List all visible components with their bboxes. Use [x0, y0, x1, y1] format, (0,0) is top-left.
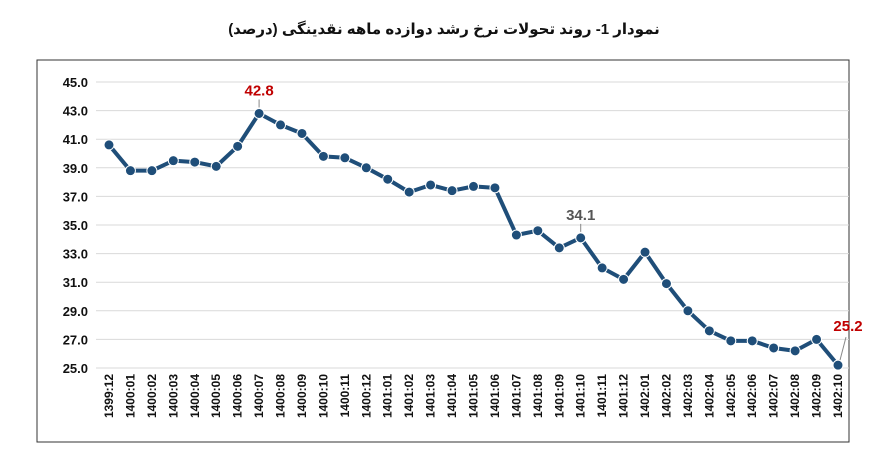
- x-tick-label: 1402:08: [788, 374, 802, 418]
- x-tick-label: 1400:01: [123, 374, 137, 418]
- data-point: [468, 180, 479, 192]
- annotation-leader: [839, 337, 847, 361]
- x-tick-label: 1401:05: [467, 374, 481, 418]
- x-tick-label: 1401:08: [531, 374, 545, 418]
- data-label: 34.1: [566, 207, 595, 224]
- data-point: [618, 273, 630, 285]
- data-point: [253, 107, 265, 119]
- x-tick-label: 1402:06: [745, 374, 759, 418]
- data-point: [446, 185, 458, 197]
- x-tick-label: 1402:02: [659, 374, 673, 418]
- data-point: [682, 305, 694, 317]
- x-tick-label: 1401:11: [595, 374, 609, 418]
- x-tick-label: 1399:12: [102, 374, 116, 418]
- data-point: [360, 162, 372, 174]
- x-tick-label: 1402:09: [810, 374, 824, 418]
- data-point: [296, 127, 308, 139]
- x-tick-label: 1400:12: [359, 374, 373, 418]
- y-tick-label: 39.0: [63, 161, 88, 176]
- data-point: [703, 325, 715, 337]
- data-point: [768, 342, 780, 354]
- data-point: [725, 335, 737, 347]
- x-tick-label: 1401:07: [509, 374, 523, 418]
- x-tick-label: 1402:04: [702, 374, 716, 418]
- data-point: [146, 165, 158, 177]
- data-label: 42.8: [244, 82, 273, 99]
- data-point: [575, 232, 587, 244]
- y-tick-label: 29.0: [63, 304, 88, 319]
- data-point: [403, 186, 415, 198]
- x-tick-label: 1402:10: [831, 374, 845, 418]
- x-tick-label: 1401:09: [552, 374, 566, 418]
- data-point: [189, 156, 201, 168]
- data-point: [639, 246, 651, 258]
- y-tick-label: 35.0: [63, 218, 88, 233]
- x-tick-label: 1401:01: [381, 374, 395, 418]
- x-tick-label: 1401:03: [424, 374, 438, 418]
- x-tick-label: 1400:04: [188, 374, 202, 418]
- data-point: [789, 345, 801, 357]
- chart-frame: [36, 59, 850, 443]
- data-point: [167, 155, 179, 167]
- x-tick-label: 1401:06: [488, 374, 502, 418]
- x-tick-label: 1400:06: [231, 374, 245, 418]
- y-tick-label: 33.0: [63, 247, 88, 262]
- x-tick-label: 1400:03: [166, 374, 180, 418]
- x-tick-label: 1400:07: [252, 374, 266, 418]
- data-point: [232, 140, 244, 152]
- data-point: [596, 262, 608, 274]
- x-tick-label: 1400:10: [316, 374, 330, 418]
- x-tick-label: 1401:12: [617, 374, 631, 418]
- data-label: 25.2: [833, 318, 862, 335]
- data-point: [210, 160, 222, 172]
- data-point: [811, 333, 823, 345]
- x-tick-label: 1402:03: [681, 374, 695, 418]
- data-point: [275, 119, 287, 131]
- chart-title: نمودار 1- روند تحولات نرخ رشد دوازده ماه…: [228, 21, 660, 38]
- data-point: [103, 139, 115, 151]
- data-point: [532, 225, 544, 237]
- y-tick-label: 31.0: [63, 275, 88, 290]
- y-tick-label: 25.0: [63, 361, 88, 376]
- x-tick-label: 1400:08: [274, 374, 288, 418]
- x-tick-label: 1400:11: [338, 374, 352, 418]
- data-point: [382, 173, 394, 185]
- y-tick-label: 45.0: [63, 75, 88, 90]
- x-tick-label: 1401:10: [574, 374, 588, 418]
- x-tick-label: 1402:01: [638, 374, 652, 418]
- data-point: [339, 152, 351, 164]
- data-point: [660, 278, 672, 290]
- y-tick-label: 43.0: [63, 104, 88, 119]
- data-point: [510, 229, 522, 241]
- x-tick-label: 1400:02: [145, 374, 159, 418]
- data-point: [489, 182, 501, 194]
- x-tick-label: 1400:05: [209, 374, 223, 418]
- y-tick-label: 41.0: [63, 132, 88, 147]
- x-tick-label: 1402:07: [767, 374, 781, 418]
- data-point: [832, 359, 844, 371]
- x-tick-label: 1402:05: [724, 374, 738, 418]
- x-tick-label: 1401:02: [402, 374, 416, 418]
- data-point: [553, 242, 565, 254]
- data-point: [317, 150, 329, 162]
- y-tick-label: 37.0: [63, 189, 88, 204]
- data-point: [124, 165, 136, 177]
- x-tick-label: 1400:09: [295, 374, 309, 418]
- data-point: [746, 335, 758, 347]
- data-point: [425, 179, 437, 191]
- series-line: [107, 111, 840, 367]
- y-tick-label: 27.0: [63, 332, 88, 347]
- x-tick-label: 1401:04: [445, 374, 459, 418]
